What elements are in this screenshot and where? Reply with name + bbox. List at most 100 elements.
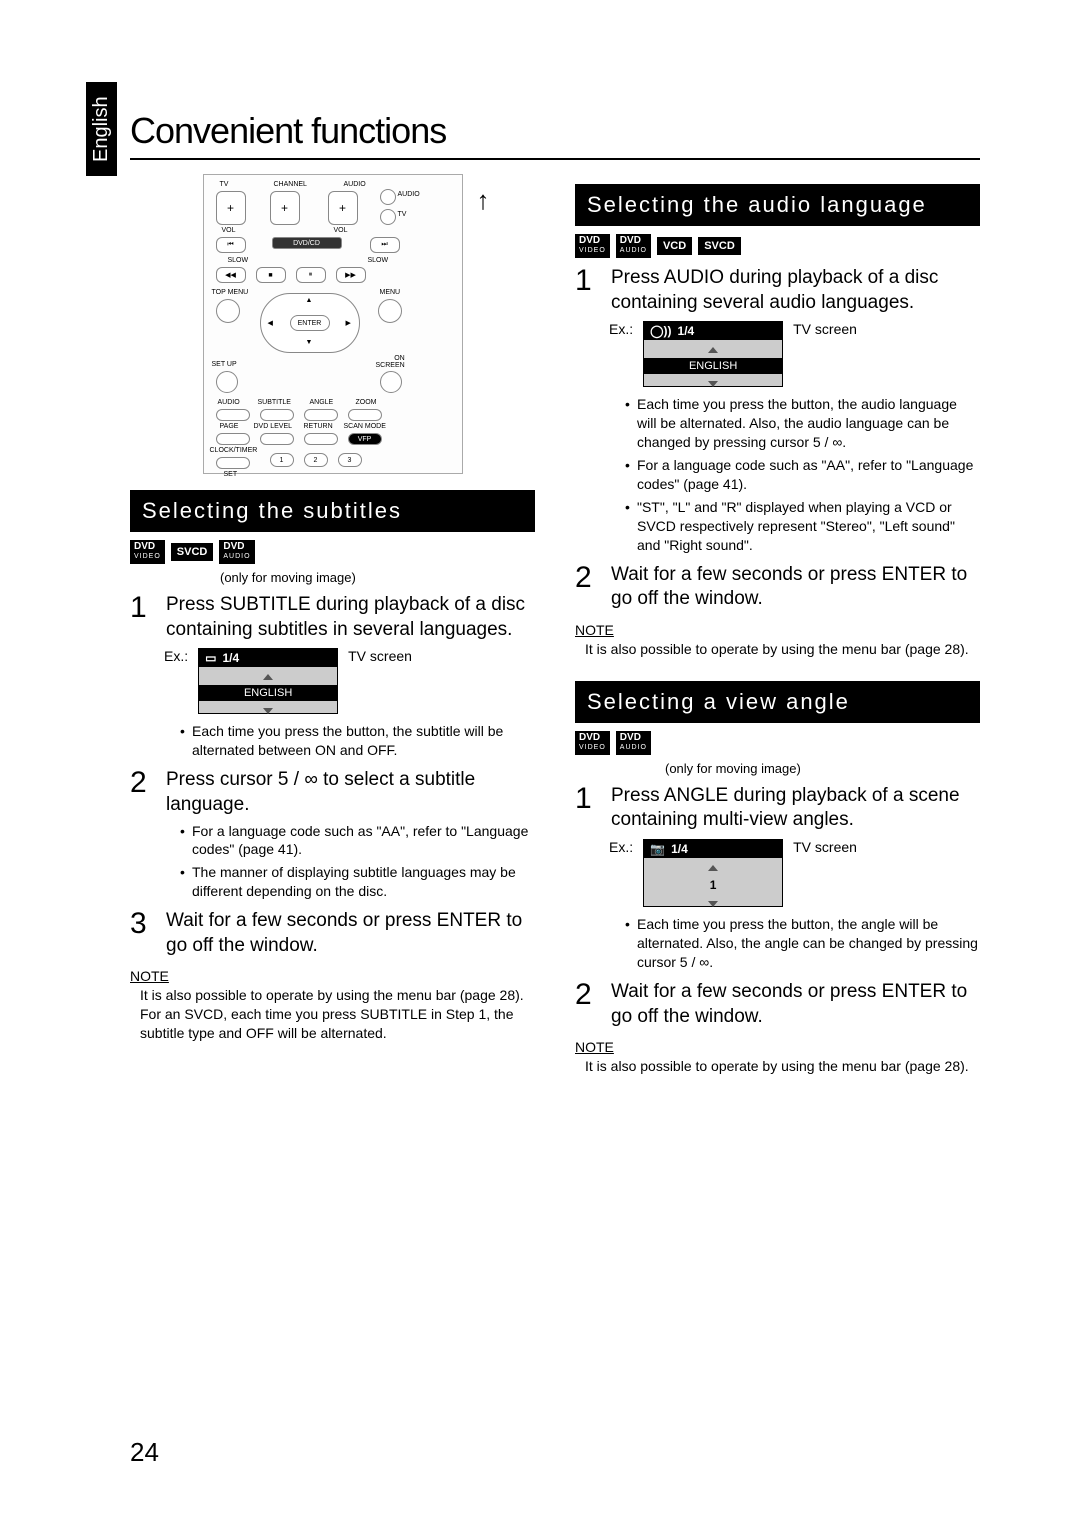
- triangle-down-icon: [263, 708, 273, 714]
- note-text: It is also possible to operate by using …: [585, 640, 980, 659]
- moving-image-note: (only for moving image): [665, 761, 980, 776]
- bullet-text: "ST", "L" and "R" displayed when playing…: [625, 498, 980, 555]
- format-badges: DVDVIDEO DVDAUDIO: [575, 731, 980, 755]
- note-heading: NOTE: [575, 1039, 980, 1055]
- step-number: 2: [130, 768, 156, 817]
- right-column: Selecting the audio language DVDVIDEO DV…: [575, 174, 980, 1076]
- remote-label: DVD LEVEL: [254, 423, 293, 430]
- osd-counter: 1/4: [678, 324, 695, 338]
- remote-label: DVD/CD: [272, 237, 342, 249]
- example-label: Ex.:: [609, 839, 633, 855]
- badge-dvd-video: DVDVIDEO: [575, 731, 610, 755]
- remote-label: TV: [398, 211, 407, 218]
- remote-label: MENU: [380, 289, 401, 296]
- remote-button: +: [328, 191, 358, 225]
- step-text: Press ANGLE during playback of a scene c…: [611, 784, 980, 833]
- step-number: 3: [130, 909, 156, 958]
- tvscreen-label: TV screen: [793, 839, 857, 855]
- remote-button: [378, 299, 402, 323]
- note-text: For an SVCD, each time you press SUBTITL…: [140, 1005, 535, 1043]
- step-number: 1: [575, 784, 601, 833]
- step-number: 2: [575, 980, 601, 1029]
- remote-label: VOL: [334, 227, 348, 234]
- dpad-left-icon: ◀: [268, 319, 273, 327]
- badge-svcd: SVCD: [698, 237, 741, 255]
- badge-vcd: VCD: [657, 237, 692, 255]
- triangle-down-icon: [708, 901, 718, 907]
- badge-dvd-video: DVDVIDEO: [575, 234, 610, 258]
- remote-button: ⏭: [370, 237, 400, 253]
- remote-label: RETURN: [304, 423, 333, 430]
- remote-label: ON SCREEN: [376, 355, 405, 369]
- moving-image-note: (only for moving image): [220, 570, 535, 585]
- remote-label: SLOW: [228, 257, 249, 264]
- remote-button: [216, 299, 240, 323]
- audio-icon: ◯)): [650, 324, 671, 338]
- section-heading-angle: Selecting a view angle: [575, 681, 980, 723]
- badge-dvd-audio: DVDAUDIO: [616, 731, 651, 755]
- remote-button: [216, 457, 250, 469]
- remote-button: ⏸: [296, 267, 326, 283]
- remote-label: SET UP: [212, 361, 237, 368]
- badge-dvd-video: DVDVIDEO: [130, 540, 165, 564]
- osd-counter: 1/4: [222, 651, 239, 665]
- remote-button: [260, 433, 294, 445]
- bullet-text: Each time you press the button, the angl…: [625, 915, 980, 972]
- bullet-text: Each time you press the button, the subt…: [180, 722, 535, 760]
- osd-value: 1: [644, 876, 782, 894]
- section-heading-subtitles: Selecting the subtitles: [130, 490, 535, 532]
- remote-label: ZOOM: [356, 399, 377, 406]
- angle-icon: 📷: [650, 842, 665, 856]
- remote-label: CLOCK/TIMER: [210, 447, 258, 454]
- remote-label: CHANNEL: [274, 181, 307, 188]
- remote-label: SLOW: [368, 257, 389, 264]
- example-label: Ex.:: [164, 648, 188, 664]
- triangle-up-icon: [708, 865, 718, 871]
- triangle-down-icon: [708, 381, 718, 387]
- remote-button: VFP: [348, 433, 382, 445]
- remote-diagram: ↑ TV CHANNEL AUDIO + + + AUDIO TV VOL VO…: [203, 174, 463, 474]
- remote-button: ▶▶: [336, 267, 366, 283]
- format-badges: DVDVIDEO DVDAUDIO VCD SVCD: [575, 234, 980, 258]
- step-text: Wait for a few seconds or press ENTER to…: [611, 980, 980, 1029]
- osd-window: ▭1/4 ENGLISH: [198, 648, 338, 714]
- triangle-up-icon: [263, 674, 273, 680]
- remote-button: [348, 409, 382, 421]
- step-text: Press SUBTITLE during playback of a disc…: [166, 593, 535, 642]
- step-text: Wait for a few seconds or press ENTER to…: [611, 563, 980, 612]
- remote-label: VOL: [222, 227, 236, 234]
- triangle-up-icon: [708, 347, 718, 353]
- remote-label: SUBTITLE: [258, 399, 291, 406]
- step-number: 2: [575, 563, 601, 612]
- remote-button: +: [270, 191, 300, 225]
- bullet-text: The manner of displaying subtitle langua…: [180, 863, 535, 901]
- bullet-text: Each time you press the button, the audi…: [625, 395, 980, 452]
- continuation-arrow-icon: ↑: [477, 185, 490, 216]
- remote-button: [304, 433, 338, 445]
- remote-button: [216, 371, 238, 393]
- remote-button: 2: [304, 453, 328, 467]
- tvscreen-label: TV screen: [348, 648, 412, 664]
- osd-language: ENGLISH: [644, 358, 782, 374]
- badge-svcd: SVCD: [171, 543, 214, 561]
- page-number: 24: [130, 1437, 159, 1468]
- badge-dvd-audio: DVDAUDIO: [219, 540, 254, 564]
- example-label: Ex.:: [609, 321, 633, 337]
- osd-window: ◯)) 1/4 ENGLISH: [643, 321, 783, 387]
- dpad-down-icon: ▼: [306, 339, 313, 346]
- remote-button: ⏮: [216, 237, 246, 253]
- osd-language: ENGLISH: [199, 685, 337, 701]
- remote-button: [380, 189, 396, 205]
- note-text: It is also possible to operate by using …: [585, 1057, 980, 1076]
- remote-button: ■: [256, 267, 286, 283]
- remote-label: ANGLE: [310, 399, 334, 406]
- remote-label: SCAN MODE: [344, 423, 386, 430]
- remote-button: 1: [270, 453, 294, 467]
- remote-button: 3: [338, 453, 362, 467]
- remote-label: SET: [224, 471, 238, 478]
- remote-label: PAGE: [220, 423, 239, 430]
- bullet-text: For a language code such as "AA", refer …: [180, 822, 535, 860]
- remote-label: AUDIO: [398, 191, 420, 198]
- dpad-up-icon: ▲: [306, 297, 313, 304]
- osd-window: 📷1/4 1: [643, 839, 783, 907]
